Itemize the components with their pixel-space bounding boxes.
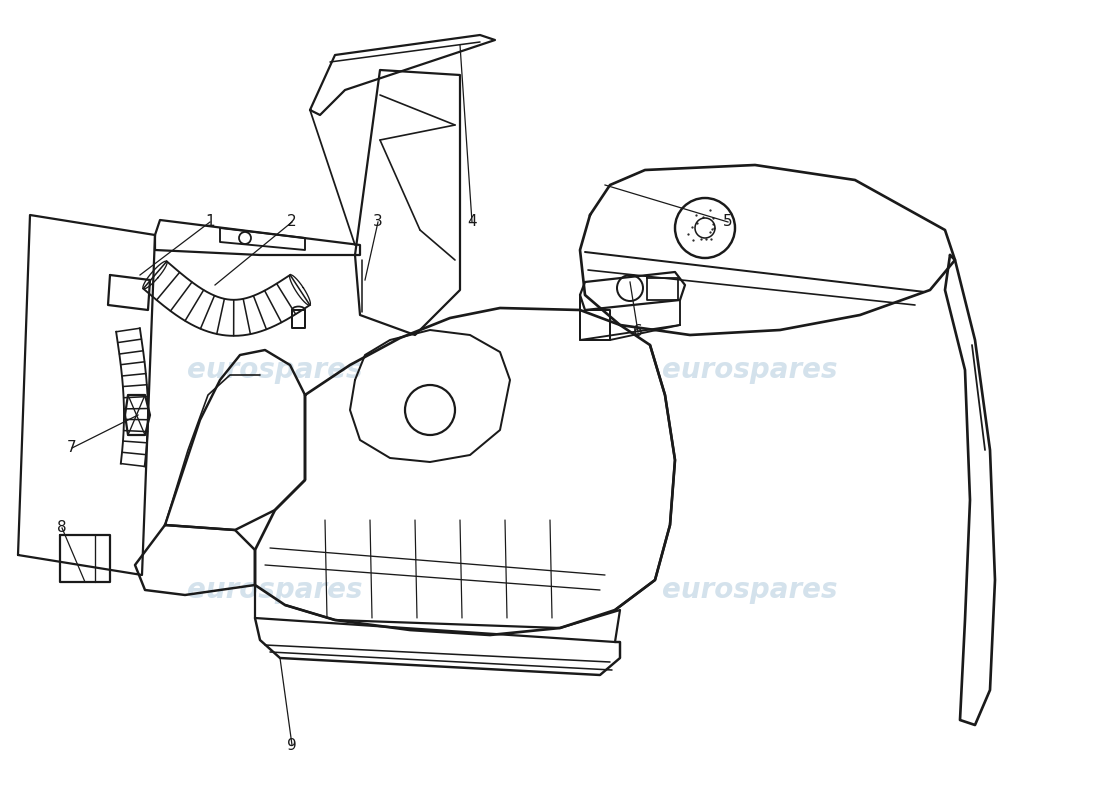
Text: 4: 4 [468, 214, 476, 230]
Text: 1: 1 [206, 214, 214, 230]
Text: 6: 6 [634, 325, 642, 339]
Text: eurospares: eurospares [187, 356, 363, 384]
Text: eurospares: eurospares [662, 356, 838, 384]
Text: eurospares: eurospares [187, 576, 363, 604]
Text: eurospares: eurospares [662, 576, 838, 604]
Text: 7: 7 [67, 441, 77, 455]
Text: 3: 3 [373, 214, 383, 230]
Text: 9: 9 [287, 738, 297, 753]
Text: 2: 2 [287, 214, 297, 230]
Text: 5: 5 [723, 214, 733, 230]
Text: 8: 8 [57, 521, 67, 535]
